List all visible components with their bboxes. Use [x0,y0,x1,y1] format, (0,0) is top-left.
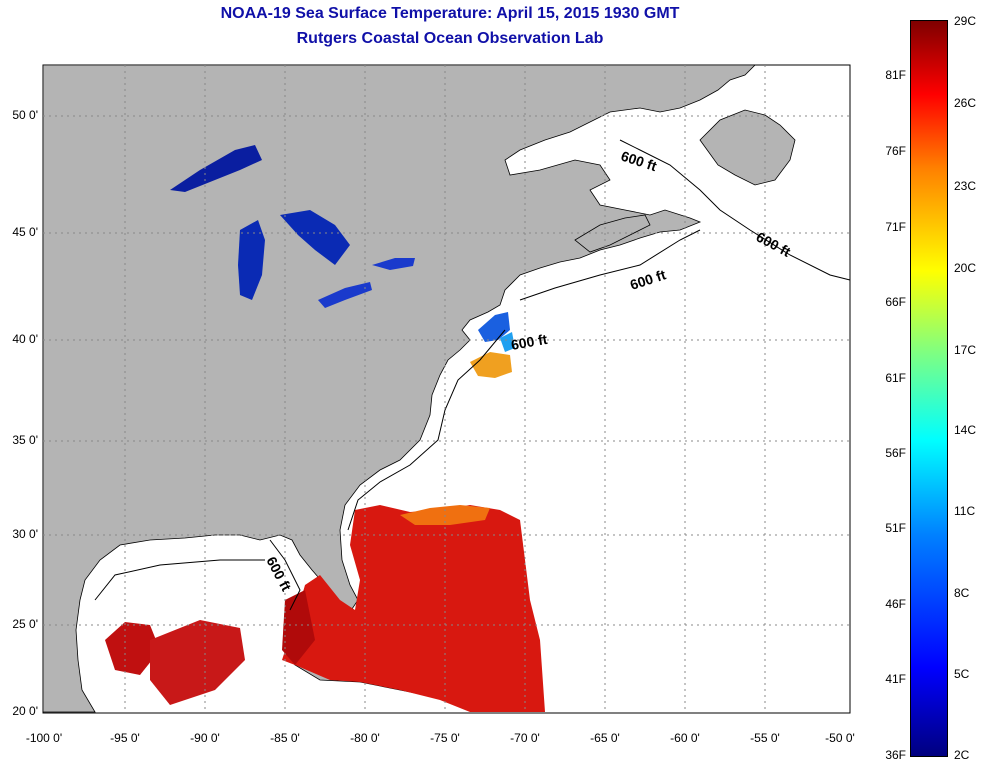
colorbar-f-label: 81F [885,68,906,82]
colorbar-c-label: 2C [954,748,970,762]
colorbar-f-label: 66F [885,295,906,309]
lon-label: -60 0' [670,731,700,745]
colorbar-f-label: 41F [885,672,906,686]
lon-label: -100 0' [25,731,63,745]
colorbar-f-label: 71F [885,220,906,234]
lat-label: 20 0' [12,704,38,718]
isobath-label: 600 ft [510,331,549,353]
lake-ontario [372,258,415,270]
colorbar-c-label: 17C [954,343,977,357]
land-newfoundland [699,109,796,186]
lat-label: 35 0' [12,433,38,447]
lat-label: 30 0' [12,527,38,541]
lon-label: -80 0' [350,731,380,745]
map-title: NOAA-19 Sea Surface Temperature: April 1… [220,5,680,22]
lat-label: 40 0' [12,332,38,346]
temperature-colorbar [910,20,948,757]
lon-label: -50 0' [825,731,855,745]
isobath-line [94,539,301,611]
lon-label: -65 0' [590,731,620,745]
lake-erie [318,282,372,308]
sst-gulf-patch-mid [150,620,245,705]
sst-gulf-patch-west [105,622,160,675]
land-nova-scotia [574,214,651,253]
colorbar-c-label: 20C [954,261,977,275]
colorbar-c-label: 8C [954,586,970,600]
lon-label: -95 0' [110,731,140,745]
colorbar-c-label: 29C [954,14,977,28]
sst-warm-patch [470,352,512,378]
map-subtitle: Rutgers Coastal Ocean Observation Lab [296,30,604,47]
lat-label: 25 0' [12,617,38,631]
lon-label: -55 0' [750,731,780,745]
lon-label: -70 0' [510,731,540,745]
lon-label: -85 0' [270,731,300,745]
lake-michigan [238,220,265,300]
colorbar-f-label: 51F [885,521,906,535]
sst-cold-patch [478,312,510,342]
lon-label: -75 0' [430,731,460,745]
sst-gulf-stream [282,505,545,712]
isobath-line [519,229,701,301]
colorbar-c-label: 23C [954,179,977,193]
lat-label: 45 0' [12,225,38,239]
colorbar-f-label: 56F [885,446,906,460]
colorbar-f-label: 61F [885,371,906,385]
isobath-line [619,139,851,281]
colorbar-c-label: 11C [954,504,976,518]
colorbar-c-label: 5C [954,667,970,681]
isobath-line [347,329,506,531]
colorbar-f-label: 36F [885,748,906,762]
lake-huron [280,210,350,265]
graticule [43,65,850,712]
colorbar-f-label: 46F [885,597,906,611]
colorbar-c-label: 14C [954,423,977,437]
sst-cool-patch [500,332,515,352]
colorbar-c-label: 26C [954,96,977,110]
lake-superior [170,145,262,192]
lat-label: 50 0' [12,108,38,122]
lon-label: -90 0' [190,731,220,745]
colorbar-f-label: 76F [885,144,906,158]
